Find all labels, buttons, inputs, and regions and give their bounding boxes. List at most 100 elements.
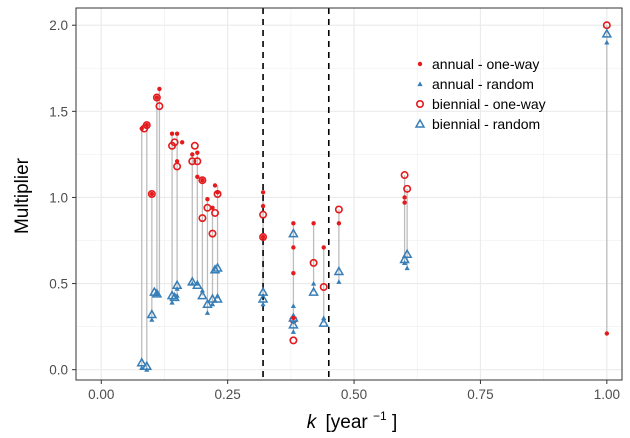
legend-key <box>417 81 423 87</box>
data-point <box>154 95 160 100</box>
data-point <box>260 203 266 209</box>
grid-layer <box>76 8 622 380</box>
data-point <box>149 317 155 322</box>
data-point <box>195 174 200 179</box>
data-point <box>333 265 345 276</box>
legend-key <box>414 118 426 128</box>
data-point <box>209 301 216 307</box>
data-point <box>199 287 205 293</box>
data-point <box>212 293 223 303</box>
x-tick-label: 0.75 <box>467 387 493 402</box>
data-point <box>308 286 319 296</box>
data-point <box>336 279 342 284</box>
data-point <box>174 293 180 298</box>
y-tick-label: 1.0 <box>49 190 68 205</box>
data-point <box>151 288 163 298</box>
data-point <box>604 39 610 45</box>
data-point <box>290 329 296 334</box>
data-point <box>336 221 342 226</box>
data-point <box>198 176 207 185</box>
data-point <box>404 265 410 271</box>
data-point <box>291 315 296 321</box>
legend-label: biennial - random <box>432 116 540 132</box>
data-point <box>334 205 343 214</box>
x-axis-label-variable: k <box>307 412 318 433</box>
legend: annual - one-way annual - random biennial … <box>414 56 546 132</box>
data-point <box>260 301 266 307</box>
data-point <box>174 286 180 291</box>
panel-border <box>75 7 623 381</box>
data-point <box>169 299 175 305</box>
legend-key <box>415 100 424 109</box>
data-point <box>291 271 296 276</box>
data-point <box>604 331 610 336</box>
x-tick-label: 0.25 <box>215 387 241 402</box>
data-point <box>601 28 613 38</box>
data-point <box>212 262 223 272</box>
data-point <box>193 157 202 166</box>
data-point <box>139 365 145 371</box>
data-point <box>197 290 208 300</box>
data-point <box>200 178 205 183</box>
data-point <box>318 317 330 327</box>
data-point <box>157 86 162 92</box>
data-point <box>311 280 317 286</box>
data-point <box>179 140 185 145</box>
data-point <box>204 310 211 315</box>
y-tick-label: 2.0 <box>49 18 68 33</box>
data-point <box>208 229 217 238</box>
data-point <box>402 200 407 205</box>
data-point <box>190 152 195 157</box>
data-point <box>144 367 150 372</box>
x-axis-label: k [year −1 ] <box>307 404 398 433</box>
data-point <box>259 210 268 219</box>
data-point <box>309 258 318 267</box>
data-point <box>152 93 161 102</box>
data-point <box>155 102 164 111</box>
data-point <box>188 157 197 166</box>
y-tick-label: 0.0 <box>49 363 68 378</box>
data-point <box>154 291 160 296</box>
x-tick-label: 1.00 <box>594 387 620 402</box>
data-point <box>260 190 266 195</box>
legend-label: annual - random <box>432 76 534 92</box>
legend-label: biennial - one-way <box>432 96 546 112</box>
data-point <box>400 171 409 180</box>
tick-layer: 0.00 0.25 0.50 0.75 1.00 0.0 0.5 1.0 1.5 2.0 <box>49 18 620 402</box>
data-point <box>288 319 299 329</box>
data-point <box>291 221 296 226</box>
x-tick-label: 0.00 <box>88 387 114 402</box>
vline-layer <box>262 8 330 380</box>
data-point <box>211 208 220 217</box>
data-point <box>402 260 408 265</box>
data-point <box>169 131 175 136</box>
x-axis-label-exponent: −1 <box>373 409 387 423</box>
data-point <box>321 315 327 321</box>
data-point <box>290 303 296 309</box>
data-point <box>189 280 195 286</box>
data-point <box>402 195 407 200</box>
data-point <box>289 336 298 345</box>
legend-key <box>417 61 423 67</box>
data-point <box>202 298 213 308</box>
data-point <box>198 214 207 223</box>
data-point <box>291 245 296 250</box>
data-point <box>215 190 220 195</box>
data-point <box>174 131 180 136</box>
data-point <box>210 205 215 210</box>
data-point <box>259 233 268 242</box>
data-point <box>147 190 156 199</box>
data-point <box>170 138 179 147</box>
data-point <box>311 221 316 226</box>
legend-label: annual - one-way <box>432 56 539 72</box>
data-point <box>260 234 266 240</box>
data-point <box>212 183 218 188</box>
data-point <box>214 293 221 298</box>
data-point <box>401 248 413 259</box>
data-point <box>195 150 200 155</box>
segment-layer <box>141 25 608 370</box>
y-tick-label: 1.5 <box>49 104 68 119</box>
data-point <box>288 228 299 238</box>
y-axis-label: Multiplier <box>12 157 33 234</box>
data-point <box>144 122 149 128</box>
